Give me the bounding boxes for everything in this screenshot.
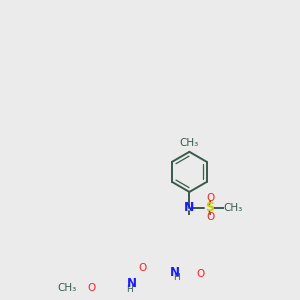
Text: O: O (138, 263, 146, 273)
Text: CH₃: CH₃ (57, 283, 76, 293)
Text: CH₃: CH₃ (224, 203, 243, 213)
Text: CH₃: CH₃ (180, 137, 199, 148)
Text: N: N (184, 201, 195, 214)
Text: N: N (170, 266, 180, 279)
Text: H: H (126, 285, 133, 294)
Text: O: O (88, 283, 96, 293)
Text: S: S (205, 201, 214, 214)
Text: O: O (206, 194, 214, 203)
Text: H: H (173, 273, 180, 282)
Text: N: N (126, 277, 136, 290)
Text: O: O (206, 212, 214, 222)
Text: O: O (196, 269, 204, 279)
